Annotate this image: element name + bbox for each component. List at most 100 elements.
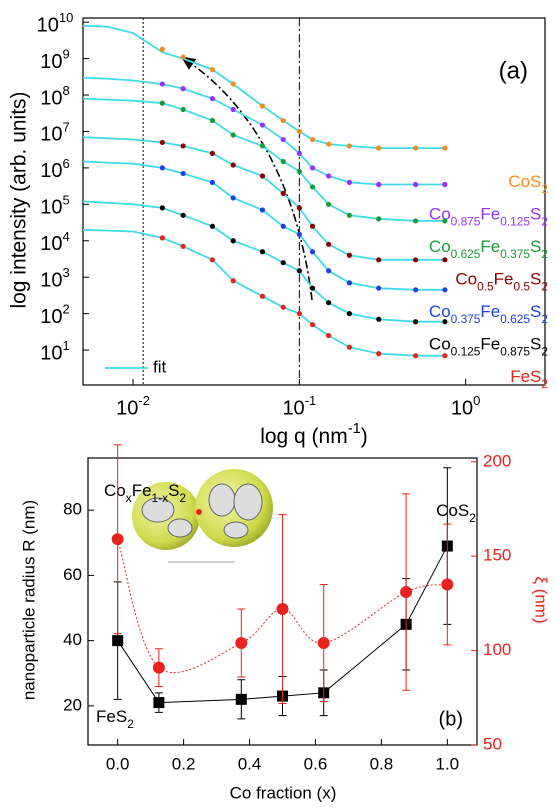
series-label: Co0.125Fe0.875S2 [429,335,548,359]
data-point [230,278,236,284]
y-tick-label: 80 [63,500,82,519]
data-point [280,117,286,124]
data-point [296,231,302,237]
y-tick-label-exp: 9 [63,47,70,62]
marker [235,637,248,650]
data-point [346,252,353,258]
data-point [412,218,419,224]
panel-label: (a) [499,57,528,84]
data-point [376,316,382,322]
data-point [442,218,448,224]
data-point [296,205,302,211]
data-point [326,173,332,179]
data-point [442,287,448,293]
x-tick-label-exp: -2 [138,393,150,408]
fit-line [82,136,445,261]
fit-line [82,76,445,186]
data-point [346,280,353,286]
data-point [346,212,353,218]
data-point [159,139,165,146]
data-point [376,257,382,263]
data-point [412,145,419,151]
data-point [442,353,448,359]
series-label: Co0.875Fe0.125S2 [429,205,548,229]
data-point [326,141,332,147]
data-point [309,165,316,171]
y-tick-label-exp: 2 [63,302,70,317]
fit-line [82,97,445,222]
y-tick-label-exp: 10 [59,10,73,25]
y2-tick-label: 150 [483,546,511,565]
x-axis-title: log q (nm-1) [260,421,368,448]
y-tick-label: 106 [40,156,69,182]
y-tick-label: 105 [40,192,69,218]
y-tick-label: 1010 [37,10,74,36]
x-axis-title: Co fraction (x) [230,783,337,802]
y-tick-label: 109 [40,47,69,73]
y-axis-title: nanoparticle radius R (nm) [19,500,38,700]
series-label: Co0.375Fe0.625S2 [429,302,548,326]
x-tick-label-exp: 0 [473,393,480,408]
frame-b [87,457,478,746]
y-tick-label-exp: 5 [63,192,70,207]
data-point [309,249,316,255]
data-point [280,304,286,310]
x-tick-label: 100 [451,393,480,419]
data-point [259,249,266,255]
data-point [259,122,266,128]
data-point [259,143,266,149]
y-tick-label: 60 [63,565,82,584]
data-point [209,257,216,263]
x-tick-label: 10-1 [282,393,316,419]
data-point [412,181,419,188]
y-tick-label: 102 [40,302,69,328]
marker [152,661,165,674]
x-tick-label: 0.2 [172,754,196,773]
data-point [296,150,302,156]
data-point [309,285,316,291]
data-point [259,207,266,213]
data-point [309,322,316,328]
data-point [209,223,216,229]
data-point [376,181,382,188]
marker [317,637,330,650]
data-point [412,287,419,293]
y-tick-label-exp: 4 [63,229,70,244]
data-point [180,143,186,149]
data-point [230,162,236,168]
data-point [159,46,165,52]
x-tick-label: 1.0 [436,754,460,773]
y-tick-label: 104 [40,229,69,255]
data-point [346,179,353,185]
marker [441,578,454,591]
series-label: Co0.5Fe0.5S2 [455,270,548,294]
data-point [442,257,448,263]
data-point [376,216,382,222]
marker [153,697,165,709]
marker [235,693,247,705]
data-point [296,268,302,274]
data-point [296,168,302,175]
series-label: Co0.625Fe0.375S2 [429,237,548,261]
data-point [230,81,236,87]
inset-illustration [132,469,273,563]
data-point [159,81,165,87]
data-point [159,205,165,211]
data-point [180,86,186,92]
annotation: CoxFe1-xS2 [104,481,186,505]
data-point [280,260,286,266]
data-point [280,223,286,229]
y2-tick-label: 100 [483,640,511,659]
y-axis-title: log intensity (arb. units) [8,91,31,308]
data-point [280,190,286,196]
data-point [159,100,165,106]
y-tick-label-exp: 8 [63,83,70,98]
y-tick-label: 101 [40,338,69,364]
y-tick-label-exp: 3 [63,265,70,280]
y2-tick-label: 200 [483,451,511,470]
data-point [442,319,448,325]
marker [400,586,413,599]
data-point [230,132,236,138]
